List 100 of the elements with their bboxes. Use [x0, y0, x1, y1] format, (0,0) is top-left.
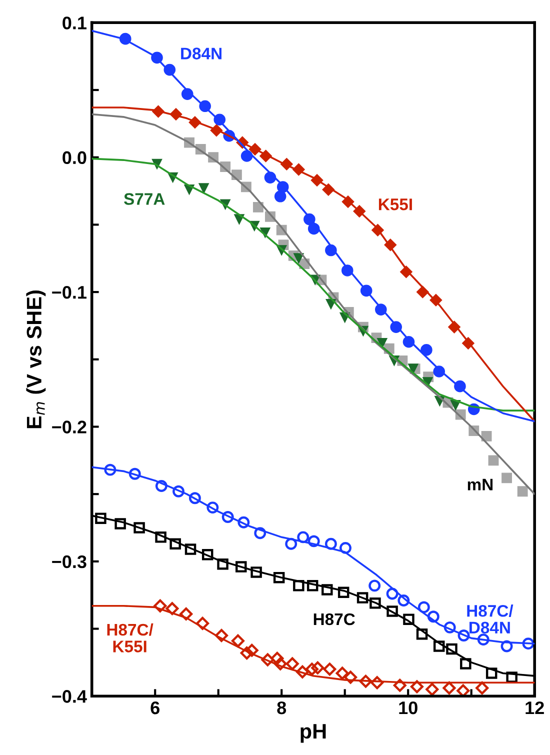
point — [222, 511, 234, 523]
point — [458, 630, 470, 642]
point — [368, 580, 381, 592]
point — [311, 661, 324, 674]
point — [172, 485, 184, 498]
point — [460, 658, 472, 670]
series-label: H87C/ D84N — [467, 604, 514, 634]
point — [500, 640, 513, 652]
point — [344, 670, 358, 684]
point — [442, 682, 456, 695]
point — [273, 572, 285, 584]
point — [198, 183, 210, 194]
point — [416, 628, 428, 640]
x-tick-label: 8 — [277, 701, 286, 714]
point — [217, 558, 228, 570]
series-label: S77A — [124, 193, 165, 205]
point — [231, 634, 244, 648]
point — [250, 566, 262, 578]
point — [170, 538, 181, 550]
series-label: K55I — [378, 198, 412, 210]
point — [444, 621, 456, 634]
point — [104, 464, 116, 476]
y-tick-label: 0.1 — [62, 16, 86, 30]
point — [370, 598, 381, 609]
point — [196, 616, 210, 630]
y-tick-label: −0.2 — [52, 420, 86, 434]
point — [476, 682, 489, 695]
point — [254, 527, 266, 540]
y-tick-label: 0.0 — [62, 151, 86, 164]
point — [128, 468, 141, 480]
point — [134, 522, 145, 534]
y-axis-title: E$_{m}$ (V vs SHE) — [26, 290, 46, 428]
point — [240, 646, 254, 660]
point — [305, 662, 318, 676]
point — [297, 531, 310, 544]
point — [235, 561, 247, 572]
point — [324, 538, 337, 550]
point — [393, 678, 406, 692]
point — [456, 684, 470, 696]
line-series — [92, 113, 535, 495]
point — [403, 614, 414, 625]
y-tick-label: −0.3 — [52, 555, 86, 568]
series-label: D84N — [181, 48, 222, 60]
point — [155, 532, 166, 543]
point — [184, 544, 196, 555]
point — [308, 535, 320, 548]
x-tick-label: 12 — [526, 701, 544, 714]
line-series — [92, 30, 535, 422]
point — [433, 640, 445, 652]
x-axis-title: pH — [300, 724, 326, 743]
point — [296, 665, 309, 678]
point — [114, 518, 126, 530]
point — [486, 668, 498, 679]
point — [426, 682, 439, 696]
point — [180, 607, 193, 620]
point — [517, 486, 528, 497]
point — [154, 599, 167, 612]
point — [410, 680, 424, 694]
point — [370, 676, 384, 690]
point — [166, 602, 179, 616]
point — [323, 662, 336, 676]
point — [336, 666, 349, 680]
point — [420, 344, 432, 356]
point — [293, 580, 304, 592]
point — [322, 584, 333, 596]
point — [386, 588, 398, 600]
point — [261, 653, 274, 666]
point — [446, 643, 458, 655]
point — [340, 542, 352, 554]
point — [306, 580, 318, 592]
point — [188, 492, 201, 504]
point — [293, 253, 304, 264]
point — [155, 480, 168, 492]
point — [398, 594, 410, 606]
x-tick-label: 10 — [399, 701, 418, 714]
y-tick-label: −0.1 — [52, 286, 86, 299]
point — [477, 634, 490, 646]
point — [252, 202, 264, 212]
point — [338, 586, 350, 598]
point — [502, 472, 512, 484]
point — [356, 592, 368, 604]
point — [418, 601, 430, 614]
point — [238, 516, 250, 528]
point — [95, 512, 106, 524]
series-label: H87C — [314, 613, 355, 626]
point — [215, 628, 228, 642]
point — [522, 638, 534, 650]
series-label: H87C/ K55I — [107, 623, 154, 652]
point — [427, 610, 440, 623]
point — [245, 644, 258, 657]
point — [270, 652, 284, 665]
point — [206, 502, 219, 514]
point — [285, 538, 298, 550]
line-series — [92, 106, 535, 422]
point — [274, 657, 287, 670]
point — [286, 657, 299, 670]
point — [386, 606, 398, 617]
x-tick-label: 6 — [150, 701, 160, 714]
point — [506, 672, 518, 683]
series-label: mN — [468, 478, 493, 490]
